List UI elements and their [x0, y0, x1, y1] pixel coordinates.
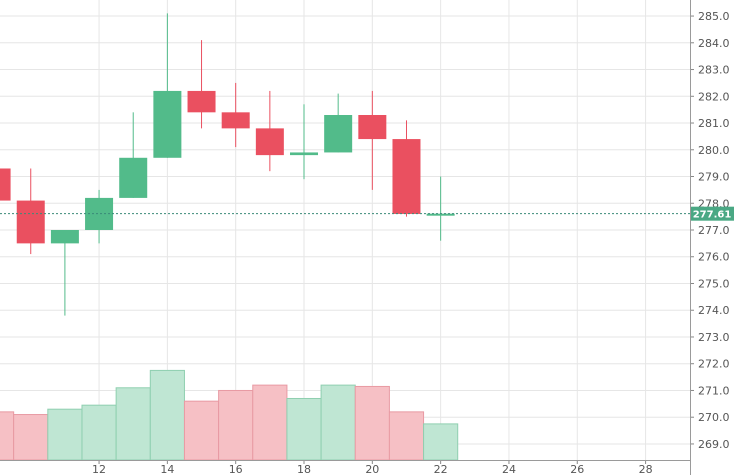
last-price-label: 277.61 — [693, 210, 732, 221]
volume-bar — [423, 423, 459, 461]
volume-bar — [388, 411, 425, 461]
x-tick-label: 28 — [639, 463, 653, 475]
last-price-layer: 277.61 — [0, 206, 734, 221]
volume-bar — [183, 400, 220, 461]
candle-body — [153, 90, 182, 158]
y-tick-label: 285.0 — [698, 10, 730, 23]
volume-bar — [0, 411, 15, 461]
candle-body — [16, 200, 45, 244]
candle-body — [187, 90, 216, 113]
y-tick-label: 275.0 — [698, 277, 730, 290]
y-tick-label: 273.0 — [698, 331, 730, 344]
candle-body — [358, 115, 387, 140]
x-tick-label: 16 — [229, 463, 243, 475]
y-tick-label: 276.0 — [698, 251, 730, 264]
y-tick-label: 277.0 — [698, 224, 730, 237]
y-tick-label: 283.0 — [698, 64, 730, 77]
candle-body — [50, 230, 79, 244]
candle-body — [255, 128, 284, 156]
volume-bar — [218, 389, 254, 461]
y-tick-label: 279.0 — [698, 171, 730, 184]
candle-body — [426, 213, 455, 216]
volume-bar — [149, 369, 185, 461]
x-tick-label: 22 — [434, 463, 448, 475]
candle-layer — [0, 13, 455, 316]
y-tick-label: 282.0 — [698, 90, 730, 103]
y-tick-label: 271.0 — [698, 384, 730, 397]
volume-bar — [286, 397, 322, 461]
volume-layer — [0, 369, 459, 461]
candle-body — [290, 152, 319, 156]
y-tick-label: 284.0 — [698, 37, 730, 50]
y-tick-label: 281.0 — [698, 117, 730, 130]
x-tick-label: 26 — [570, 463, 584, 475]
volume-bar — [81, 404, 117, 461]
candle-body — [221, 112, 250, 129]
x-tick-label: 24 — [502, 463, 516, 475]
volume-bar — [320, 384, 356, 461]
last-price-badge — [691, 206, 734, 221]
candle-body — [392, 139, 421, 214]
x-tick-label: 12 — [92, 463, 106, 475]
volume-bar — [13, 414, 49, 461]
volume-bar — [47, 408, 83, 461]
volume-bar — [252, 384, 288, 461]
y-tick-label: 269.0 — [698, 438, 730, 451]
volume-bar — [115, 387, 151, 461]
y-tick-label: 274.0 — [698, 304, 730, 317]
candle-body — [324, 115, 353, 153]
axis-layer: 269.0 270.0 271.0 272.0 273.0 274.0 275.0 276.0… — [0, 0, 730, 475]
x-tick-label: 14 — [160, 463, 174, 475]
candle-body — [119, 157, 148, 198]
x-tick-label: 18 — [297, 463, 311, 475]
y-tick-label: 270.0 — [698, 411, 730, 424]
candle-body — [0, 168, 11, 201]
x-tick-label: 20 — [365, 463, 379, 475]
volume-bar — [354, 385, 390, 461]
y-tick-label: 272.0 — [698, 358, 730, 371]
y-tick-label: 280.0 — [698, 144, 730, 157]
